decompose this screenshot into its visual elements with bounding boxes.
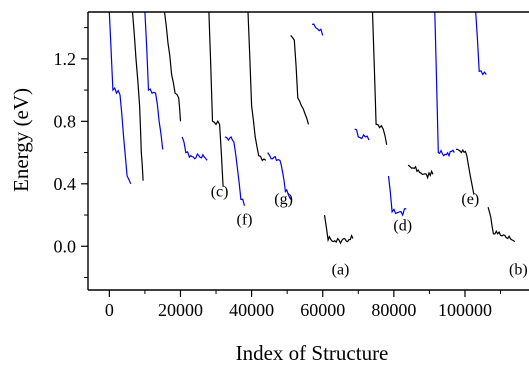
- series-line-1: [108, 11, 132, 185]
- x-tick-label: 0: [105, 300, 114, 320]
- series-line-20: [487, 207, 516, 243]
- annotation-label: (b): [509, 261, 528, 278]
- x-axis-title: Index of Structure: [236, 341, 389, 365]
- y-tick-label: 1.2: [54, 49, 77, 69]
- y-tick-label: 0.4: [54, 174, 77, 194]
- y-tick-label: 0.8: [54, 111, 77, 131]
- series-line-19: [475, 11, 487, 76]
- series-line-17: [434, 11, 455, 158]
- series-line-18: [456, 148, 475, 195]
- annotation-label: (e): [461, 191, 479, 208]
- series-line-15: [387, 175, 407, 217]
- series-line-16: [407, 164, 434, 180]
- y-axis-title: Energy (eV): [9, 88, 33, 192]
- annotation-layer: (a) (b) (c) (d) (e) (f) (g): [211, 183, 528, 278]
- series-line-11: [311, 23, 324, 36]
- annotation-label: (g): [274, 191, 293, 208]
- y-tick-label: 0.0: [54, 236, 77, 256]
- series-line-5: [181, 136, 208, 161]
- series-line-2: [131, 11, 144, 181]
- series-line-12: [323, 214, 354, 245]
- series-line-7: [224, 136, 246, 206]
- annotation-label: (d): [393, 218, 412, 235]
- series-line-6: [208, 11, 224, 187]
- annotation-label: (c): [211, 183, 229, 200]
- series-line-14: [371, 11, 388, 145]
- series-line-9: [267, 152, 292, 200]
- series-line-4: [163, 11, 182, 122]
- annotation-label: (f): [236, 211, 252, 228]
- axis-layer: 0 20000 40000 60000 80000 100000 0.0 0.4 0.8 1.2: [54, 11, 529, 320]
- x-tick-label: 60000: [300, 300, 345, 320]
- x-tick-label: 20000: [158, 300, 203, 320]
- annotation-label: (a): [332, 261, 350, 278]
- x-tick-label: 40000: [229, 300, 274, 320]
- series-line-13: [354, 128, 370, 141]
- series-layer: [108, 11, 516, 245]
- series-line-10: [290, 35, 310, 125]
- x-tick-label: 80000: [371, 300, 416, 320]
- series-line-8: [247, 11, 267, 162]
- x-tick-label: 100000: [438, 300, 492, 320]
- series-line-3: [144, 11, 164, 150]
